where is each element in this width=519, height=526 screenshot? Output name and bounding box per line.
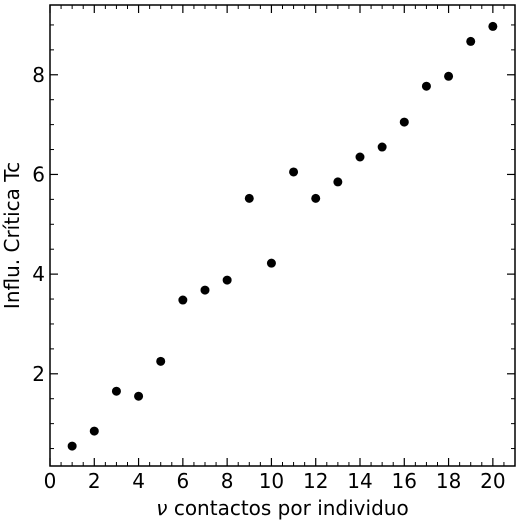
y-tick-label: 8: [32, 63, 45, 87]
data-point: [355, 152, 365, 162]
data-point: [200, 285, 210, 295]
plot-frame: [49, 4, 516, 467]
x-tick-label: 14: [347, 469, 372, 493]
x-tick-label: 12: [303, 469, 328, 493]
data-point: [67, 441, 77, 451]
x-axis-label: ν contactos por individuo: [156, 496, 408, 520]
x-tick-label: 20: [480, 469, 505, 493]
data-point: [466, 36, 476, 46]
data-point: [222, 275, 232, 285]
data-point: [266, 258, 276, 268]
y-tick-label: 2: [32, 362, 45, 386]
data-point: [111, 386, 121, 396]
x-tick-label: 16: [392, 469, 417, 493]
x-axis-label-text: contactos por individuo: [167, 496, 408, 520]
y-tick-label: 4: [32, 262, 45, 286]
tick-labels: 0 2 4 6 8 10 12 14 16 18 20 2 4 6 8: [32, 63, 505, 493]
data-point: [444, 71, 454, 81]
x-tick-label: 18: [436, 469, 461, 493]
x-axis-label-symbol: ν: [156, 496, 167, 520]
data-point: [289, 167, 299, 177]
data-point: [156, 356, 166, 366]
data-point: [421, 81, 431, 91]
data-point: [311, 193, 321, 203]
data-point: [244, 193, 254, 203]
x-tick-label: 8: [221, 469, 234, 493]
data-point: [134, 391, 144, 401]
data-point: [333, 177, 343, 187]
x-tick-label: 6: [176, 469, 189, 493]
data-point: [488, 21, 498, 31]
x-tick-label: 4: [132, 469, 145, 493]
data-point: [399, 117, 409, 127]
data-points: [67, 21, 498, 451]
data-point: [178, 295, 188, 305]
data-point: [89, 426, 99, 436]
y-tick-label: 6: [32, 162, 45, 186]
x-tick-label: 0: [44, 469, 57, 493]
x-tick-label: 2: [88, 469, 101, 493]
x-tick-label: 10: [259, 469, 284, 493]
data-point: [377, 142, 387, 152]
y-axis-label: Influ. Crítica Tc: [0, 162, 24, 309]
